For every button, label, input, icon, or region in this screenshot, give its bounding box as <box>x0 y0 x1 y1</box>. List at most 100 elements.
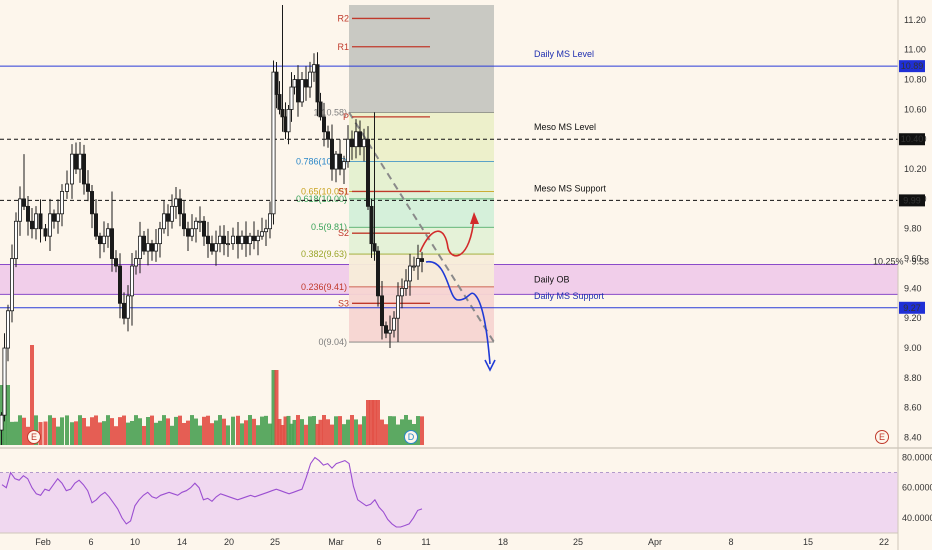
volume-bar <box>122 415 126 445</box>
rsi-tick-0: 80.0000 <box>902 453 932 463</box>
volume-bar <box>252 418 256 445</box>
candle-body <box>185 228 190 237</box>
candle-body <box>411 265 416 268</box>
x-tick-2: 10 <box>130 537 140 547</box>
candle-body <box>221 235 226 245</box>
volume-bar <box>65 415 69 445</box>
volume-bar <box>318 419 323 445</box>
pivot-label-S2: S2 <box>338 228 349 238</box>
candle-body <box>2 347 7 416</box>
candle-body <box>379 295 384 327</box>
candle-body <box>102 235 107 245</box>
volume-bar <box>296 415 300 445</box>
volume-bar <box>138 418 142 445</box>
volume-bar <box>274 370 279 445</box>
volume-bar <box>268 423 272 445</box>
fib-label-0: 1(10.58) <box>313 107 347 117</box>
candle-body <box>239 235 244 245</box>
volume-bar <box>334 416 338 445</box>
volume-bar <box>396 424 400 445</box>
rsi-band <box>0 472 898 533</box>
fib-label-1: 0.786(10.25) <box>296 157 347 167</box>
levels-layer: Daily MS Level Meso MS Level Meso MS Suppo… <box>0 49 898 309</box>
x-tick-11: Apr <box>648 537 662 547</box>
candle-body <box>70 153 75 185</box>
fib-band-6 <box>349 286 494 343</box>
x-tick-3: 14 <box>177 537 187 547</box>
fib-grey-area <box>349 5 494 113</box>
volume-bar <box>369 400 374 445</box>
candle-body <box>17 198 22 222</box>
candle-body <box>365 138 370 207</box>
volume-bar <box>300 419 304 445</box>
volume-bar <box>170 425 174 445</box>
candle-body <box>197 220 202 223</box>
fib-label-3: 0.618(10.00) <box>296 194 347 204</box>
candle-body <box>141 235 146 252</box>
candle-body <box>82 153 87 185</box>
volume-bar <box>416 416 420 445</box>
volume-bar <box>102 421 106 445</box>
candle-body <box>387 329 392 334</box>
volume-bar <box>218 415 222 445</box>
candle-body <box>133 258 138 267</box>
candle-body <box>325 131 330 140</box>
candle-body <box>255 235 260 242</box>
volume-bar <box>420 416 424 445</box>
x-tick-8: 11 <box>421 537 430 547</box>
projection-arrows <box>419 212 496 372</box>
candle-body <box>137 235 142 259</box>
rsi-panel <box>0 447 932 534</box>
candle-body <box>357 131 362 148</box>
pivot-label-R1: R1 <box>337 42 349 52</box>
pivot-label-R2: R2 <box>337 13 349 23</box>
volume-bar <box>292 419 297 445</box>
candle-body <box>118 265 123 304</box>
x-tick-5: 25 <box>270 537 280 547</box>
candles-layer[interactable] <box>0 5 424 445</box>
rsi-tick-1: 60.0000 <box>902 483 932 493</box>
volume-bar <box>350 415 354 445</box>
volume-bar <box>222 418 226 445</box>
candle-body <box>267 213 272 230</box>
volume-bar <box>34 415 38 445</box>
volume-bar <box>52 417 56 445</box>
candle-body <box>280 109 285 118</box>
candle-body <box>165 213 170 222</box>
candle-body <box>86 183 91 192</box>
volume-bar <box>178 415 182 445</box>
candle-body <box>395 295 400 319</box>
candle-body <box>375 250 380 297</box>
candle-body <box>213 243 218 252</box>
x-tick-4: 20 <box>224 537 234 547</box>
candle-body <box>122 302 127 319</box>
volume-bar <box>312 416 316 445</box>
volume-bar <box>190 415 194 445</box>
volume-bar <box>226 425 230 445</box>
price-label-3: 9.27 <box>903 303 921 313</box>
volume-bar <box>154 422 158 445</box>
volume-bar <box>338 416 342 445</box>
fib-label-4: 0.5(9.81) <box>311 222 347 232</box>
volume-bar <box>60 417 64 445</box>
candle-body <box>274 71 279 95</box>
pivot-label-S3: S3 <box>338 298 349 308</box>
candle-body <box>94 213 99 237</box>
volume-bar <box>38 422 43 445</box>
x-tick-14: 22 <box>879 537 889 547</box>
volume-bar <box>330 424 334 445</box>
candle-body <box>177 198 182 215</box>
bearish-arrowhead <box>484 359 496 372</box>
candle-body <box>263 228 268 233</box>
candle-body <box>43 228 48 237</box>
candle-body <box>383 325 388 334</box>
candle-body <box>74 153 79 170</box>
level-label-1: Meso MS Level <box>534 122 596 132</box>
volume-bar <box>114 426 118 445</box>
candle-body <box>243 235 248 245</box>
volume-bar <box>277 418 282 445</box>
rsi-tick-2: 40.0000 <box>902 513 932 523</box>
volume-bar <box>286 415 291 445</box>
volume-bar <box>142 425 146 445</box>
